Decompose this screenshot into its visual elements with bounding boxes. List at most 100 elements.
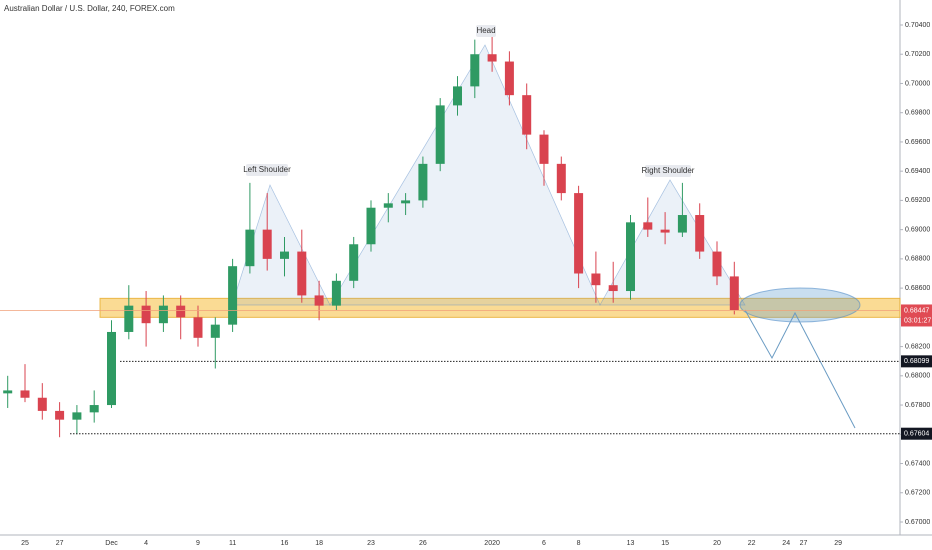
candle-body — [712, 251, 722, 277]
y-tick-label: 0.69400 — [905, 168, 930, 175]
candle-body — [695, 215, 705, 252]
candle-body — [556, 163, 566, 194]
last-price-label: 0.68447 — [904, 307, 929, 314]
y-tick-label: 0.67800 — [905, 402, 930, 409]
annotation-box — [246, 164, 288, 176]
y-tick-label: 0.69800 — [905, 110, 930, 117]
candle-body — [574, 193, 584, 274]
x-tick-label: 23 — [367, 540, 375, 547]
candle-body — [349, 244, 359, 281]
x-tick-label: 18 — [315, 540, 323, 547]
annotation-box — [645, 165, 691, 177]
x-tick-label: 27 — [56, 540, 64, 547]
y-tick-label: 0.69600 — [905, 139, 930, 146]
candle-body — [643, 222, 653, 230]
x-tick-label: 15 — [661, 540, 669, 547]
projection-line — [744, 309, 856, 429]
candle-body — [660, 229, 670, 233]
level-tag — [901, 427, 932, 440]
x-tick-label: 16 — [281, 540, 289, 547]
x-tick-label: 4 — [144, 540, 148, 547]
y-tick-label: 0.67000 — [905, 519, 930, 526]
candle-body — [37, 397, 47, 411]
x-tick-label: 9 — [196, 540, 200, 547]
level-label: 0.68099 — [904, 358, 929, 365]
x-tick-label: 13 — [627, 540, 635, 547]
candle-body — [383, 203, 393, 208]
candle-body — [453, 86, 462, 106]
candle-body — [158, 305, 168, 324]
x-tick-label: 27 — [800, 540, 808, 547]
candle-body — [331, 280, 341, 306]
candle-body — [418, 163, 428, 201]
annotation: Head — [476, 26, 495, 35]
x-tick-label: 26 — [419, 540, 427, 547]
y-tick-label: 0.68000 — [905, 373, 930, 380]
candle-body — [3, 390, 13, 394]
candle-body — [435, 105, 445, 164]
y-tick-label: 0.70400 — [905, 22, 930, 29]
x-tick-label: 24 — [782, 540, 790, 547]
annotation: Right Shoulder — [642, 166, 695, 175]
candle-body — [504, 61, 514, 96]
x-tick-label: 25 — [21, 540, 29, 547]
candle-body — [539, 134, 549, 164]
y-tick-label: 0.70000 — [905, 80, 930, 87]
head-shape — [329, 44, 601, 306]
candle-body — [89, 405, 99, 413]
candle-body — [280, 251, 289, 259]
candle-body — [487, 54, 497, 62]
candle-body — [677, 215, 687, 233]
annotation: Left Shoulder — [243, 165, 291, 174]
y-tick-label: 0.70200 — [905, 51, 930, 58]
candle-body — [608, 285, 618, 292]
last-price-tag — [901, 304, 932, 327]
candles — [3, 36, 739, 438]
x-tick-label: 22 — [748, 540, 756, 547]
level-label: 0.67604 — [904, 431, 929, 438]
candle-body — [210, 324, 220, 338]
level-tag — [901, 355, 932, 368]
candle-body — [262, 229, 272, 259]
x-tick-label: 2020 — [484, 540, 500, 547]
y-tick-label: 0.68200 — [905, 343, 930, 350]
x-tick-label: 8 — [577, 540, 581, 547]
y-tick-label: 0.69000 — [905, 226, 930, 233]
candle-body — [522, 95, 532, 135]
x-tick-label: 29 — [834, 540, 842, 547]
candle-body — [72, 412, 82, 420]
chart-title: Australian Dollar / U.S. Dollar, 240, FO… — [4, 4, 175, 13]
candle-body — [366, 207, 376, 245]
candle-body — [729, 276, 739, 311]
x-tick-label: Dec — [105, 540, 118, 547]
candle-body — [141, 305, 151, 324]
candle-body — [124, 305, 134, 332]
target-ellipse — [739, 287, 861, 323]
candle-body — [55, 410, 65, 420]
x-tick-label: 11 — [229, 540, 236, 547]
candle-body — [245, 229, 255, 267]
candle-body — [314, 295, 324, 306]
candle-body — [228, 266, 238, 325]
neckline-zone — [99, 297, 901, 318]
candle-body — [470, 54, 480, 87]
y-tick-label: 0.67200 — [905, 490, 930, 497]
y-tick-label: 0.69200 — [905, 197, 930, 204]
candle-body — [626, 222, 635, 292]
x-tick-label: 20 — [713, 540, 721, 547]
candle-body — [20, 390, 30, 398]
candle-body — [193, 317, 203, 338]
y-tick-label: 0.68800 — [905, 256, 930, 263]
y-tick-label: 0.68600 — [905, 285, 930, 292]
y-tick-label: 0.67400 — [905, 460, 930, 467]
zone-layer — [99, 297, 901, 318]
x-tick-label: 6 — [542, 540, 546, 547]
annotation-box — [476, 25, 496, 37]
candle-body — [107, 331, 116, 406]
candle-body — [176, 305, 186, 318]
candle-body — [591, 273, 601, 286]
candle-body — [297, 251, 307, 296]
candle-body — [401, 200, 411, 204]
